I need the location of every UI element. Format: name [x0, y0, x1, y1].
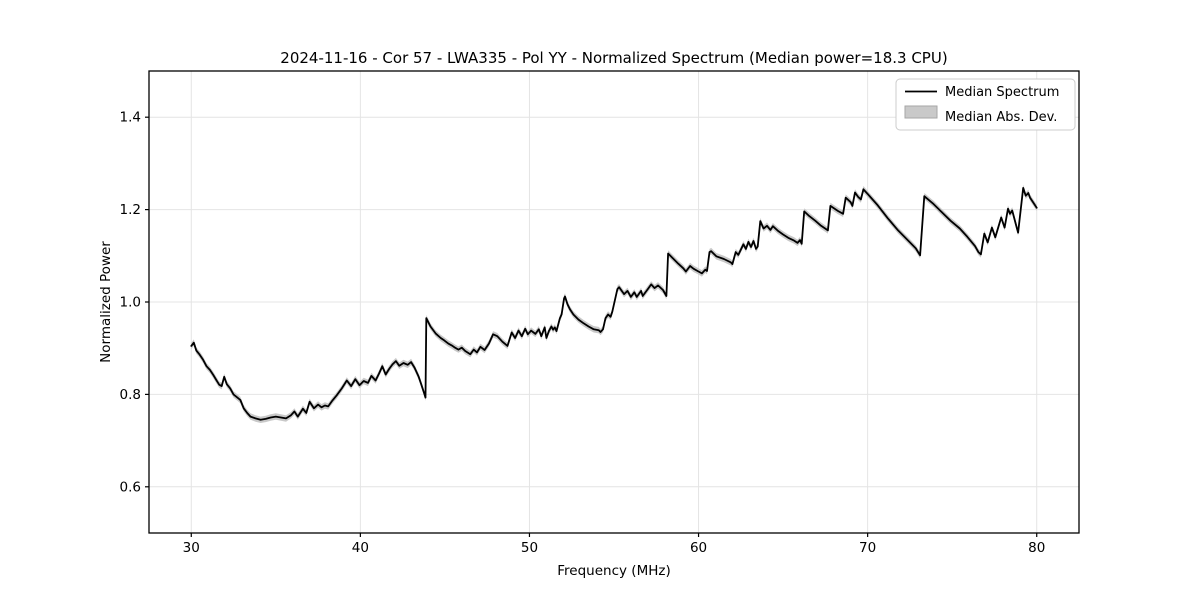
x-tick-label: 50: [521, 540, 538, 556]
legend-patch-swatch: [904, 105, 938, 119]
x-axis-label: Frequency (MHz): [557, 563, 670, 579]
legend-label-median-abs-dev: Median Abs. Dev.: [945, 110, 1057, 125]
median-spectrum-line: [190, 186, 1038, 421]
chart-title: 2024-11-16 - Cor 57 - LWA335 - Pol YY - …: [280, 49, 947, 67]
x-tick-label: 30: [183, 540, 200, 556]
y-tick-label: 1.4: [120, 110, 141, 126]
y-axis-label: Normalized Power: [98, 241, 114, 363]
legend-box: [895, 78, 1076, 131]
y-tick-label: 1.2: [120, 202, 141, 218]
x-tick-label: 40: [352, 540, 369, 556]
x-tick-label: 70: [859, 540, 876, 556]
legend-label-median-spectrum: Median Spectrum: [945, 85, 1059, 100]
tick-labels: 30 40 50 60 70 80 0.6 0.8 1.0 1.2 1.4: [120, 110, 1046, 556]
tick-marks: [145, 116, 1038, 537]
y-tick-label: 0.8: [120, 387, 141, 403]
x-tick-label: 80: [1028, 540, 1045, 556]
y-tick-label: 0.6: [120, 479, 141, 495]
x-tick-label: 60: [690, 540, 707, 556]
y-tick-label: 1.0: [120, 295, 141, 311]
legend: Median Spectrum Median Abs. Dev.: [895, 78, 1076, 131]
